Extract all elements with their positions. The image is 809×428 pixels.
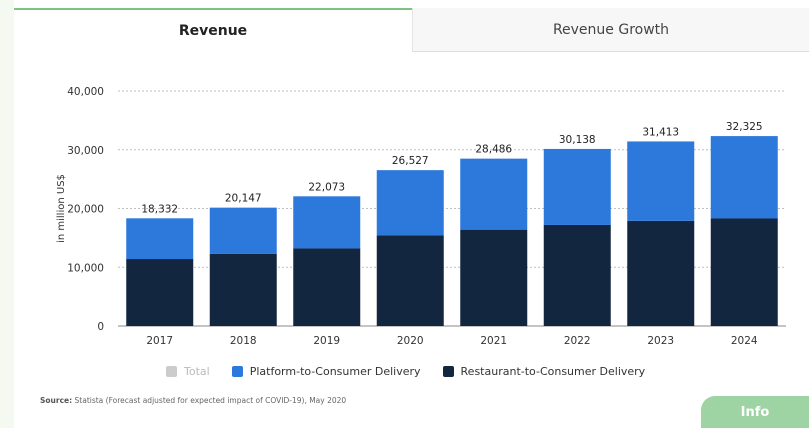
y-tick-label: 20,000 — [67, 204, 104, 216]
chart-legend: Total Platform-to-Consumer Delivery Rest… — [166, 363, 667, 379]
bar-total-label: 22,073 — [308, 181, 345, 193]
bar-platform — [377, 170, 444, 235]
bar-platform — [627, 141, 694, 220]
bar-restaurant — [627, 221, 694, 326]
y-tick-label: 0 — [97, 321, 104, 333]
source-label: Source: — [40, 396, 72, 405]
bar-restaurant — [293, 248, 360, 326]
source-note: Source: Statista (Forecast adjusted for … — [40, 396, 346, 405]
bar-restaurant — [210, 254, 277, 326]
source-text: Statista (Forecast adjusted for expected… — [75, 396, 347, 405]
x-tick-label: 2024 — [731, 335, 758, 347]
x-tick-label: 2023 — [647, 335, 674, 347]
legend-item-platform[interactable]: Platform-to-Consumer Delivery — [232, 365, 421, 378]
x-tick-label: 2017 — [146, 335, 173, 347]
bar-restaurant — [711, 218, 778, 326]
y-axis-title: in million US$ — [56, 174, 67, 243]
bar-total-label: 31,413 — [642, 126, 679, 138]
legend-label-platform: Platform-to-Consumer Delivery — [250, 365, 421, 378]
legend-label-restaurant: Restaurant-to-Consumer Delivery — [461, 365, 646, 378]
x-tick-label: 2020 — [397, 335, 424, 347]
bar-total-label: 30,138 — [559, 134, 596, 146]
legend-swatch-restaurant — [443, 366, 454, 377]
bar-restaurant — [126, 259, 193, 326]
legend-item-total[interactable]: Total — [166, 365, 210, 378]
bar-total-label: 18,332 — [141, 203, 178, 215]
y-tick-label: 40,000 — [67, 86, 104, 98]
bar-total-label: 20,147 — [225, 193, 262, 205]
bar-total-label: 32,325 — [726, 121, 763, 133]
legend-swatch-platform — [232, 366, 243, 377]
bar-platform — [126, 218, 193, 259]
y-tick-label: 10,000 — [67, 262, 104, 274]
x-tick-label: 2018 — [230, 335, 257, 347]
bar-restaurant — [377, 236, 444, 326]
bar-platform — [544, 149, 611, 225]
y-tick-label: 30,000 — [67, 145, 104, 157]
x-tick-label: 2022 — [564, 335, 591, 347]
info-button[interactable]: Info — [701, 396, 809, 428]
x-tick-label: 2019 — [313, 335, 340, 347]
bar-platform — [460, 159, 527, 230]
bar-platform — [210, 208, 277, 254]
bar-restaurant — [544, 225, 611, 326]
bar-total-label: 26,527 — [392, 155, 429, 167]
legend-label-total: Total — [184, 365, 210, 378]
bar-total-label: 28,486 — [475, 144, 512, 156]
bar-platform — [293, 196, 360, 248]
revenue-chart: 0 10,000 20,000 30,000 40,000 in million US$ 1… — [0, 0, 809, 360]
x-tick-label: 2021 — [480, 335, 507, 347]
legend-item-restaurant[interactable]: Restaurant-to-Consumer Delivery — [443, 365, 646, 378]
bar-restaurant — [460, 230, 527, 326]
legend-swatch-total — [166, 366, 177, 377]
bar-platform — [711, 136, 778, 218]
